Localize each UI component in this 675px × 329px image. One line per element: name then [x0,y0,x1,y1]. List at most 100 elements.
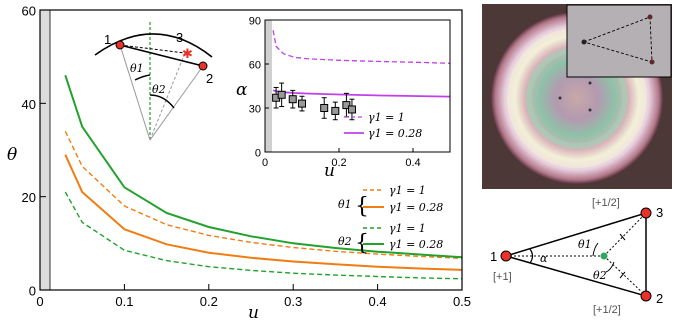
top-diagram-ray-2 [149,65,204,141]
data-point [277,90,286,99]
photo-zoom-triangle [582,16,653,63]
x-tick-label: 0.2 [331,157,346,169]
triangle-angle-theta1 [592,242,599,257]
x-tick-label: 0.2 [200,294,218,309]
triangle-point-1 [500,250,512,262]
triangle-label-2: 2 [656,291,663,306]
x-tick-label: 0.1 [115,294,133,309]
top-diagram-theta1: θ1 [130,62,144,75]
triangle-tick-3 [619,233,626,241]
series-line-0 [272,30,450,64]
top-diagram-angle-theta1 [134,74,151,81]
data-point [347,105,356,114]
top-diagram-label-2: 2 [206,71,213,86]
photo-defect-3 [588,81,592,85]
x-tick-label: 0.4 [369,294,387,309]
legend-entry-theta2-g028: γ1 = 0.28 [389,238,443,251]
triangle-centroid [600,252,608,260]
y-tick-label: 60 [22,4,36,19]
triangle-angle-theta2 [605,261,615,273]
inset-legend-entry-g028: γ1 = 0.28 [368,127,422,140]
top-diagram-point-3-marker: ✱ [182,47,193,62]
photo-zoom-point-3 [647,14,653,20]
top-diagram-angle-theta2 [149,94,175,109]
main-frame [39,9,463,291]
top-diagram-chord-13 [119,44,186,54]
top-diagram-ray-1 [119,44,151,141]
photo-defect-2 [588,108,592,112]
triangle-theta2: θ2 [593,269,607,282]
y-tick-label: 0 [255,148,261,160]
x-tick-label: 0 [262,157,268,169]
y-tick-label: 40 [22,97,36,112]
top-diagram: ✱ 1 3 2 θ1 θ2 [94,22,213,141]
series-line-3 [64,74,462,259]
triangle-charge-1: [+1] [493,271,512,283]
triangle-alpha: α [540,252,548,265]
excluded-region [40,10,50,290]
triangle-tick-2 [619,271,626,279]
inset-legend-entry-g1: γ1 = 1 [368,111,405,124]
legend-brace-1: { [355,194,369,219]
legend-brace-2: { [355,231,369,256]
y-tick-label: 30 [249,104,261,116]
inset-ticks: 0 0.2 0.4 0 30 60 90 [249,16,421,170]
legend-group-theta2: θ2 [338,235,352,248]
inset-ylabel: α [236,80,248,100]
triangle-charge-3: [+1/2] [592,197,620,209]
x-tick-label: 0.4 [405,157,420,169]
series-line-2 [64,191,462,280]
data-point [298,99,306,108]
triangle-median-2 [603,255,647,297]
x-tick-label: 0.3 [284,294,302,309]
photo-zoom-point-2 [649,59,655,65]
triangle-theta1: θ1 [578,238,592,251]
y-tick-label: 20 [22,190,36,205]
microscope-image [482,4,672,189]
legend-group-theta1: θ1 [338,198,352,211]
data-point [342,101,351,110]
top-diagram-arc [94,33,213,58]
x-tick-label: 0.5 [453,294,471,309]
photo-defect-1 [558,96,562,100]
legend-entry-theta1-g1: γ1 = 1 [389,184,426,197]
triangle-point-3 [640,207,652,219]
triangle-charge-2: [+1/2] [593,304,621,316]
x-tick-label: 0 [36,294,43,309]
data-point [288,95,297,104]
top-diagram-label-1: 1 [104,32,111,47]
legend-entry-theta2-g1: γ1 = 1 [389,222,426,235]
main-ylabel: θ [7,145,17,165]
triangle-side-13 [505,212,647,257]
top-diagram-label-3: 3 [176,30,183,45]
top-diagram-point-1 [115,40,125,50]
y-tick-label: 60 [249,60,261,72]
triangle-label-1: 1 [490,249,497,264]
top-diagram-chord-12 [119,44,204,67]
top-diagram-ray-3 [149,52,186,141]
triangle-angle-alpha [529,248,534,264]
y-tick-label: 90 [249,16,261,28]
main-xlabel: u [248,303,259,323]
inset-plot: 0 0.2 0.4 0 30 60 90 u α γ1 = 1 γ1 = 0.28 [236,16,451,181]
triangle-side-12 [505,255,647,297]
inset-frame [264,19,451,153]
legend-entry-theta1-g028: γ1 = 0.28 [389,201,443,214]
series-line-0 [64,130,462,259]
triangle-point-2 [640,290,652,302]
inset-background [265,20,450,152]
bottom-diagram: 1 3 2 [+1] [+1/2] [+1/2] α θ1 θ2 [490,197,663,316]
photo-zoom-point-1 [581,39,587,45]
top-diagram-point-2 [198,61,208,71]
top-diagram-theta2: θ2 [152,83,166,96]
data-point [331,106,340,115]
series-line-1 [64,154,462,271]
main-legend: θ1 { γ1 = 1 γ1 = 0.28 θ2 { γ1 = 1 γ1 = 0… [338,184,443,256]
inset-excluded-region [265,20,272,152]
inset-xlabel: u [324,161,335,181]
main-series-group [64,74,462,280]
y-tick-label: 0 [29,284,36,299]
